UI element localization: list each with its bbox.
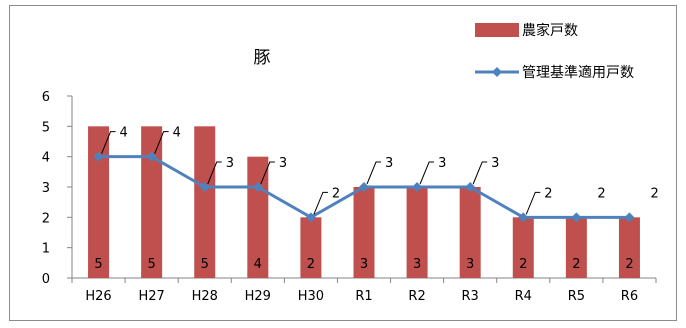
x-tick-label: R3	[462, 289, 479, 304]
line-marker	[412, 182, 423, 192]
line-data-label: 3	[226, 156, 234, 171]
x-tick-label: R6	[621, 289, 638, 304]
bar-data-label: 3	[466, 257, 474, 272]
line-label-leader	[207, 161, 222, 185]
line-label-leader	[154, 131, 169, 154]
line-label-leader	[419, 161, 435, 185]
line-marker	[305, 212, 316, 223]
line-label-leader	[525, 191, 541, 215]
x-tick-label: H28	[192, 289, 218, 304]
bar-data-label: 5	[201, 257, 209, 272]
bar	[194, 126, 216, 278]
bar-data-label: 2	[307, 257, 315, 272]
line-data-label: 2	[544, 186, 552, 201]
line-data-label: 3	[491, 156, 499, 171]
chart-title: 豚	[254, 48, 271, 68]
bar-data-label: 3	[360, 257, 368, 272]
bar	[565, 217, 587, 278]
bar-data-label: 2	[625, 257, 633, 272]
legend: 農家戸数 管理基準適用戸数	[475, 22, 634, 81]
x-tick-label: H27	[138, 289, 164, 304]
line-data-label: 4	[120, 126, 128, 141]
line-label-leader	[366, 161, 381, 185]
bar	[353, 187, 375, 278]
y-tick-label: 5	[42, 120, 50, 135]
chart-canvas: 豚 農家戸数 管理基準適用戸数 0 1 2 3 4 5 6 H26 H27 H28 H29 H30 R1…	[42, 22, 659, 304]
bar-data-label: 4	[254, 257, 262, 272]
line-label-leader	[260, 161, 275, 185]
x-tick-label: H29	[245, 289, 271, 304]
bar-data-label: 3	[413, 257, 421, 272]
line-marker	[518, 212, 529, 223]
bar	[141, 126, 163, 278]
line-data-label: 3	[279, 156, 287, 171]
x-tick-label: R5	[568, 289, 585, 304]
legend-label-line: 管理基準適用戸数	[522, 64, 634, 81]
line-marker	[252, 182, 263, 192]
line-data-label: 3	[385, 156, 393, 171]
bar	[406, 187, 428, 278]
x-tick-label: H30	[298, 289, 324, 304]
line-data-label: 2	[597, 186, 605, 201]
bar-data-label: 5	[94, 257, 102, 272]
y-tick-label: 4	[42, 151, 50, 166]
line-label-leader	[313, 191, 328, 215]
chart-frame: 豚 農家戸数 管理基準適用戸数 0 1 2 3 4 5 6 H26 H27 H28 H29 H30 R1…	[9, 5, 677, 321]
x-tick-label: H26	[85, 289, 111, 304]
bar	[300, 217, 322, 278]
x-tick-label: R1	[355, 289, 372, 304]
line-label-leader	[101, 131, 116, 154]
legend-swatch-bar	[475, 23, 519, 37]
line-marker	[199, 182, 210, 192]
bar	[618, 217, 640, 278]
y-tick-label: 2	[42, 211, 50, 226]
bar-data-label: 2	[572, 257, 580, 272]
line-marker	[93, 151, 104, 162]
x-tick-label: R2	[408, 289, 425, 304]
line-data-label: 2	[332, 186, 340, 201]
line-label-leader	[472, 161, 488, 185]
bar-data-label: 5	[147, 257, 155, 272]
line-marker	[465, 182, 476, 192]
plot-area: 0 1 2 3 4 5 6 H26 H27 H28 H29 H30 R1 R2 R3 R4 R5 R6 5 5 5 4 2 3…	[42, 90, 659, 304]
y-tick-label: 1	[42, 242, 50, 257]
line-data-label: 2	[650, 186, 658, 201]
line-marker	[359, 182, 369, 192]
line-data-label: 3	[438, 156, 446, 171]
legend-swatch-marker	[492, 67, 502, 77]
y-tick-label: 3	[42, 181, 50, 196]
bar	[459, 187, 481, 278]
bar	[88, 126, 110, 278]
bar-data-label: 2	[519, 257, 527, 272]
line-data-label: 4	[173, 126, 181, 141]
line-marker	[624, 212, 635, 223]
line-marker	[571, 212, 582, 223]
line-marker	[146, 151, 157, 162]
x-tick-label: R4	[515, 289, 532, 304]
legend-label-bar: 農家戸数	[522, 22, 578, 39]
y-tick-label: 0	[42, 272, 50, 287]
bar	[512, 217, 534, 278]
y-tick-label: 6	[42, 90, 50, 105]
